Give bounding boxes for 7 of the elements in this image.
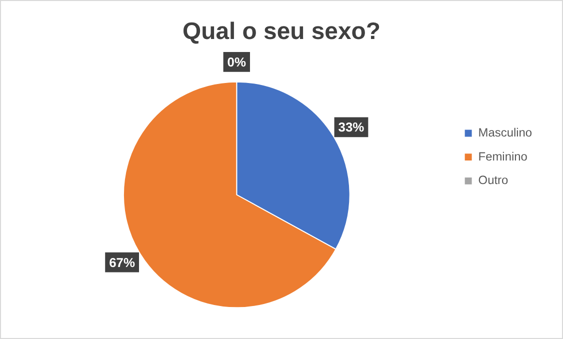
legend-label: Feminino bbox=[478, 149, 528, 164]
data-label: 33% bbox=[338, 120, 365, 135]
data-label: 67% bbox=[109, 254, 136, 270]
legend-label: Outro bbox=[478, 173, 509, 188]
chart-title: Qual o seu sexo? bbox=[182, 18, 380, 45]
text: 0% bbox=[227, 54, 246, 70]
legend-label: Masculino bbox=[478, 126, 532, 140]
